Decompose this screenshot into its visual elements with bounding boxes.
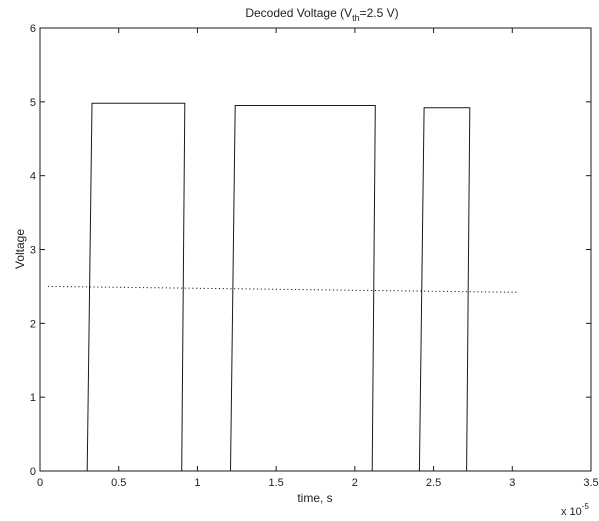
y-tick-label: 5 [30, 97, 36, 109]
chart-title-rest: =2.5 V) [360, 6, 399, 20]
x-tick-label: 3.5 [583, 477, 598, 489]
series-layer [47, 102, 518, 472]
y-axis-label: Voltage [13, 229, 27, 269]
y-tick-label: 4 [30, 171, 36, 183]
chart-title-subscript: th [352, 13, 360, 23]
y-tick-label: 3 [30, 245, 36, 257]
decoded-voltage-line [86, 102, 471, 472]
x-axis-tick-labels: 0 0.5 1 1.5 2 2.5 3 3.5 [37, 477, 599, 489]
x-axis-multiplier-exponent: -5 [582, 502, 590, 511]
chart-title: Decoded Voltage (Vth=2.5 V) [245, 6, 398, 23]
x-axis-label: time, s [297, 491, 332, 505]
x-axis-multiplier-base: x 10 [561, 506, 582, 518]
y-tick-label: 2 [30, 318, 36, 330]
x-axis-ticks [39, 28, 592, 471]
x-tick-label: 1 [194, 477, 200, 489]
y-tick-label: 6 [30, 23, 36, 35]
x-tick-label: 0.5 [111, 477, 126, 489]
y-tick-label: 0 [30, 466, 36, 478]
plot-frame [39, 27, 592, 472]
x-tick-label: 2 [352, 477, 358, 489]
x-axis-multiplier: x 10-5 [561, 502, 589, 518]
x-tick-label: 2.5 [426, 477, 441, 489]
x-tick-label: 0 [37, 477, 43, 489]
x-tick-label: 1.5 [268, 477, 283, 489]
y-tick-label: 1 [30, 392, 36, 404]
y-axis-tick-labels: 0 1 2 3 4 5 6 [30, 23, 36, 478]
x-tick-label: 3 [509, 477, 515, 489]
chart-title-main: Decoded Voltage (V [245, 6, 352, 20]
threshold-line [47, 285, 518, 293]
y-axis-ticks [40, 27, 591, 472]
